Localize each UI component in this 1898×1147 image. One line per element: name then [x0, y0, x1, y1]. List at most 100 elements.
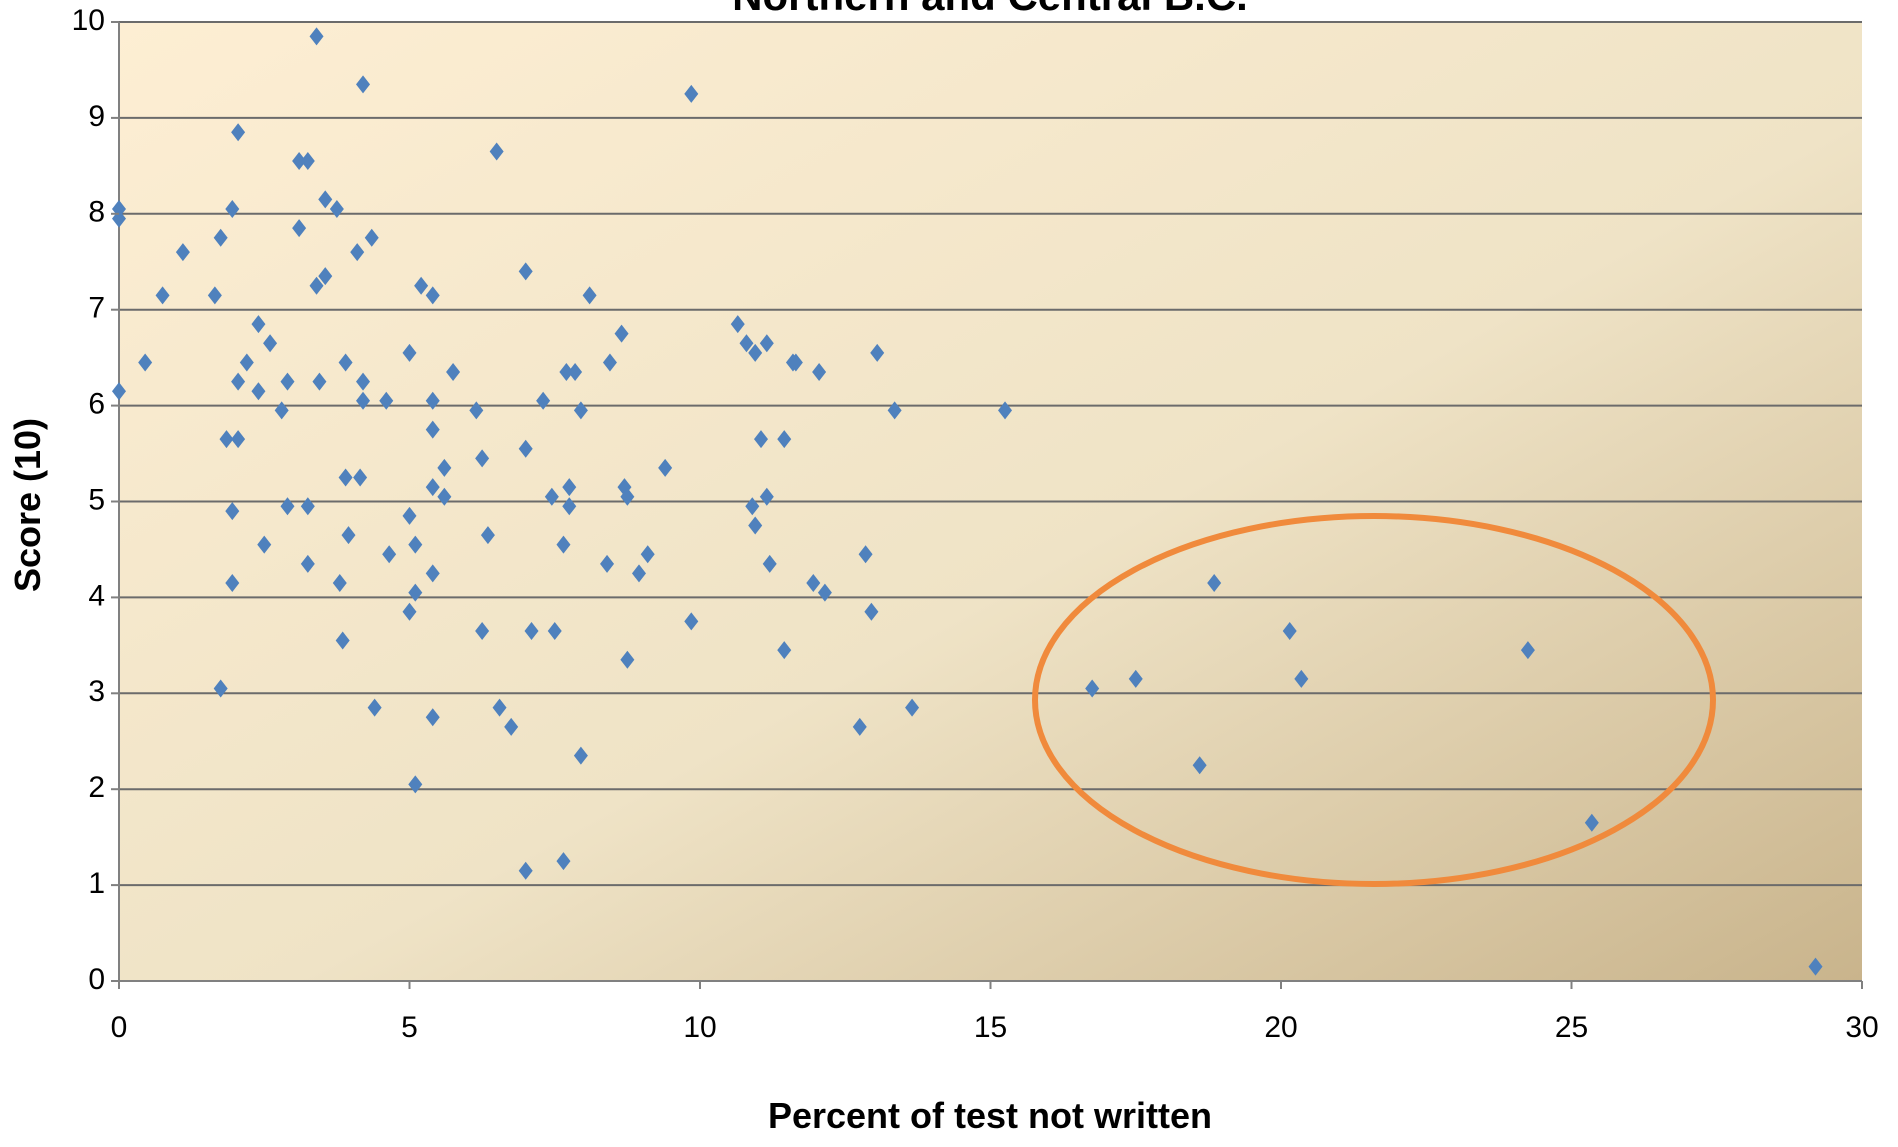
point [870, 343, 885, 362]
point [251, 315, 266, 334]
point [684, 612, 699, 631]
point [817, 583, 832, 602]
point [1282, 621, 1297, 640]
point [408, 535, 423, 554]
x-tick-label: 15 [974, 1011, 1007, 1044]
point [292, 219, 307, 238]
point [225, 502, 240, 521]
point [402, 506, 417, 525]
point [425, 708, 440, 727]
point [251, 382, 266, 401]
point [905, 698, 920, 717]
point [437, 487, 452, 506]
point [562, 497, 577, 516]
point [518, 439, 533, 458]
point [329, 200, 344, 219]
point [356, 372, 371, 391]
y-tick-label: 10 [72, 4, 105, 37]
point [225, 574, 240, 593]
point [475, 449, 490, 468]
point [544, 487, 559, 506]
point [402, 602, 417, 621]
point [480, 526, 495, 545]
point [504, 717, 519, 736]
point [338, 468, 353, 487]
point [425, 286, 440, 305]
y-tick-label: 9 [88, 100, 105, 133]
point [414, 276, 429, 295]
point [318, 190, 333, 209]
point [998, 401, 1013, 420]
point [748, 343, 763, 362]
point [1207, 574, 1222, 593]
x-tick-label: 10 [683, 1011, 716, 1044]
point [684, 84, 699, 103]
point [312, 372, 327, 391]
y-tick-label: 0 [88, 963, 105, 996]
point [353, 468, 368, 487]
point [475, 621, 490, 640]
point [568, 363, 583, 382]
point [547, 621, 562, 640]
point [379, 391, 394, 410]
point [437, 458, 452, 477]
points [112, 27, 1823, 976]
point [1584, 813, 1599, 832]
y-axis-title: Score (10) [7, 418, 48, 592]
point [864, 602, 879, 621]
point [207, 286, 222, 305]
x-tick-label: 25 [1555, 1011, 1588, 1044]
point [1808, 957, 1823, 976]
point [300, 497, 315, 516]
point [425, 478, 440, 497]
point [364, 228, 379, 247]
point [338, 353, 353, 372]
point [155, 286, 170, 305]
y-tick-label: 5 [88, 483, 105, 516]
point [518, 861, 533, 880]
point [274, 401, 289, 420]
point [425, 420, 440, 439]
point [887, 401, 902, 420]
point [489, 142, 504, 161]
point [332, 574, 347, 593]
point [335, 631, 350, 650]
point [762, 554, 777, 573]
point [138, 353, 153, 372]
x-tick-label: 0 [111, 1011, 128, 1044]
point [730, 315, 745, 334]
point [231, 123, 246, 142]
point [425, 391, 440, 410]
point [556, 852, 571, 871]
point [620, 650, 635, 669]
point [492, 698, 507, 717]
x-tick-label: 20 [1264, 1011, 1297, 1044]
point [367, 698, 382, 717]
x-tick-label: 5 [401, 1011, 418, 1044]
point [759, 487, 774, 506]
point [1128, 669, 1143, 688]
y-tick-label: 6 [88, 388, 105, 421]
highlight-ellipse [1032, 513, 1716, 887]
point [402, 343, 417, 362]
point [1085, 679, 1100, 698]
point [1192, 756, 1207, 775]
point [225, 200, 240, 219]
point [1520, 641, 1535, 660]
point [536, 391, 551, 410]
point [219, 430, 234, 449]
point [573, 746, 588, 765]
x-axis-title: Percent of test not written [768, 1095, 1212, 1136]
point [280, 497, 295, 516]
point [754, 430, 769, 449]
y-tick-label: 7 [88, 292, 105, 325]
point [745, 497, 760, 516]
point [620, 487, 635, 506]
point [300, 152, 315, 171]
point [263, 334, 278, 353]
point [602, 353, 617, 372]
point [356, 75, 371, 94]
point [239, 353, 254, 372]
point [556, 535, 571, 554]
point [777, 641, 792, 660]
